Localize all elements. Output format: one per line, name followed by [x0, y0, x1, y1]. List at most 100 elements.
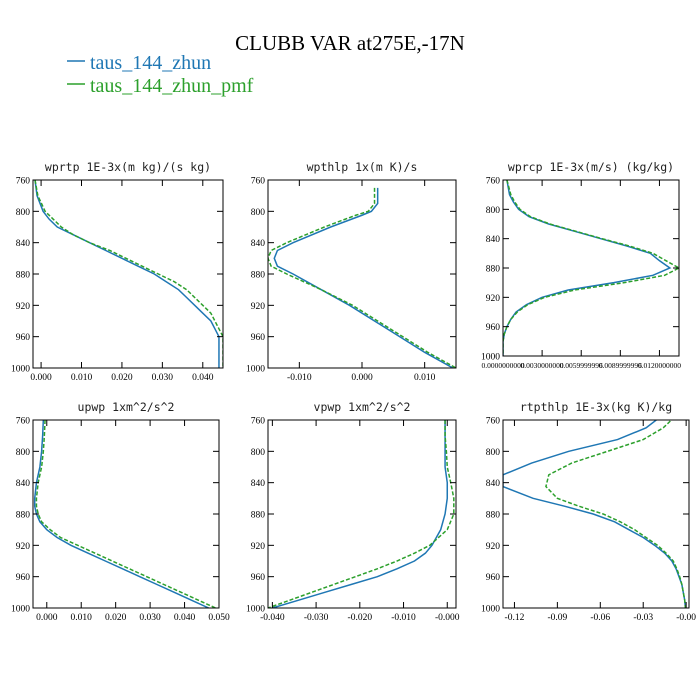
panel-title: vpwp 1xm^2/s^2 — [314, 400, 411, 414]
x-tick-label: 0.030 — [152, 373, 174, 383]
x-tick-label: -0.030 — [304, 613, 329, 623]
x-tick-label: 0.020 — [111, 373, 133, 383]
y-tick-label: 760 — [251, 177, 266, 187]
y-tick-label: 880 — [16, 271, 31, 281]
series-line-2 — [268, 420, 455, 608]
y-tick-label: 760 — [251, 417, 266, 427]
x-tick-label: 0.0089999996 — [599, 361, 642, 370]
x-tick-label: 0.0000000000 — [481, 361, 524, 370]
series-line-2 — [268, 187, 456, 368]
legend-label-2: taus_144_zhun_pmf — [90, 75, 254, 97]
x-tick-label: 0.040 — [192, 373, 214, 383]
plot-frame — [267, 419, 457, 609]
chart-panel-6: rtpthlp 1E-3x(kg K)/kg 760 800 840 880 920 960… — [481, 400, 696, 623]
y-tick-label: 800 — [16, 448, 31, 458]
y-tick-label: 840 — [486, 235, 501, 245]
series-line-1 — [272, 420, 449, 608]
figure-title: CLUBB VAR at275E,-17N — [235, 31, 465, 55]
panel-title: upwp 1xm^2/s^2 — [78, 400, 175, 414]
x-tick-label: 0.000 — [36, 613, 58, 623]
plot-frame — [32, 419, 220, 609]
y-tick-label: 960 — [16, 333, 31, 343]
y-tick-label: 1000 — [11, 365, 30, 375]
y-tick-label: 920 — [251, 302, 266, 312]
series-line-1 — [34, 180, 220, 368]
y-tick-label: 960 — [16, 573, 31, 583]
y-tick-label: 1000 — [481, 605, 500, 615]
y-tick-label: 760 — [486, 177, 501, 187]
x-tick-label: 0.010 — [71, 373, 93, 383]
x-tick-label: 0.0120000000 — [638, 361, 681, 370]
legend: taus_144_zhun taus_144_zhun_pmf — [67, 52, 254, 97]
series-line-2 — [35, 420, 216, 608]
x-tick-label: 0.020 — [105, 613, 127, 623]
chart-panel-2: wpthlp 1x(m K)/s 760 800 840 880 920 960 1000 -0… — [246, 160, 457, 383]
y-tick-label: 880 — [251, 271, 266, 281]
y-tick-label: 1000 — [481, 353, 500, 363]
x-tick-label: 0.040 — [174, 613, 196, 623]
series-line-1 — [33, 420, 209, 608]
y-tick-label: 760 — [486, 417, 501, 427]
y-tick-label: 1000 — [246, 365, 265, 375]
y-tick-label: 800 — [486, 206, 501, 216]
series-line-2 — [34, 180, 223, 368]
x-tick-label: -0.020 — [348, 613, 373, 623]
x-tick-label: 0.000 — [30, 373, 52, 383]
x-tick-label: 0.010 — [71, 613, 93, 623]
y-tick-label: 960 — [251, 333, 266, 343]
x-tick-label: -0.03 — [633, 613, 653, 623]
y-tick-label: 800 — [16, 208, 31, 218]
y-tick-label: 960 — [486, 323, 501, 333]
y-tick-label: 920 — [486, 542, 501, 552]
y-tick-label: 760 — [16, 177, 31, 187]
y-tick-label: 840 — [16, 239, 31, 249]
y-tick-label: 960 — [486, 573, 501, 583]
panel-title: wpthlp 1x(m K)/s — [307, 160, 418, 174]
y-tick-label: 920 — [16, 302, 31, 312]
x-tick-label: -0.040 — [260, 613, 285, 623]
y-tick-label: 880 — [16, 511, 31, 521]
series-line-2 — [503, 180, 679, 356]
x-tick-label: -0.09 — [547, 613, 567, 623]
series-line-1 — [503, 420, 687, 608]
plot-frame — [267, 179, 457, 369]
y-tick-label: 800 — [251, 208, 266, 218]
x-tick-label: 0.000 — [351, 373, 373, 383]
x-tick-label: 0.0059999996 — [560, 361, 603, 370]
y-tick-label: 920 — [251, 542, 266, 552]
y-tick-label: 840 — [251, 239, 266, 249]
x-tick-label: 0.050 — [208, 613, 230, 623]
y-tick-label: 880 — [486, 511, 501, 521]
y-tick-label: 840 — [251, 479, 266, 489]
panel-title: rtpthlp 1E-3x(kg K)/kg — [520, 400, 672, 414]
x-tick-label: -0.00 — [676, 613, 696, 623]
x-tick-label: -0.06 — [590, 613, 610, 623]
chart-panels: wprtp 1E-3x(m kg)/(s kg) 760 800 840 880 920 9… — [11, 160, 696, 623]
y-tick-label: 880 — [251, 511, 266, 521]
x-tick-label: -0.12 — [505, 613, 525, 623]
x-tick-label: -0.000 — [435, 613, 460, 623]
y-tick-label: 800 — [486, 448, 501, 458]
x-tick-label: -0.010 — [391, 613, 416, 623]
panel-title: wprtp 1E-3x(m kg)/(s kg) — [45, 160, 211, 174]
chart-panel-1: wprtp 1E-3x(m kg)/(s kg) 760 800 840 880 920 9… — [11, 160, 224, 383]
y-tick-label: 840 — [16, 479, 31, 489]
panel-title: wprcp 1E-3x(m/s) (kg/kg) — [508, 160, 674, 174]
x-tick-label: 0.0030000000 — [521, 361, 564, 370]
y-tick-label: 800 — [251, 448, 266, 458]
y-tick-label: 960 — [251, 573, 266, 583]
plot-frame — [502, 179, 680, 357]
series-line-2 — [545, 420, 687, 608]
y-tick-label: 880 — [486, 265, 501, 275]
chart-panel-4: upwp 1xm^2/s^2 760 800 840 880 920 960 1000 0.00… — [11, 400, 230, 623]
y-tick-label: 1000 — [246, 605, 265, 615]
plot-frame — [502, 419, 690, 609]
x-tick-label: 0.030 — [139, 613, 161, 623]
y-tick-label: 1000 — [11, 605, 30, 615]
chart-panel-5: vpwp 1xm^2/s^27608008408809209601000-0.0… — [246, 400, 460, 623]
y-tick-label: 760 — [16, 417, 31, 427]
y-tick-label: 920 — [486, 294, 501, 304]
series-line-1 — [503, 180, 672, 356]
x-tick-label: 0.010 — [414, 373, 436, 383]
